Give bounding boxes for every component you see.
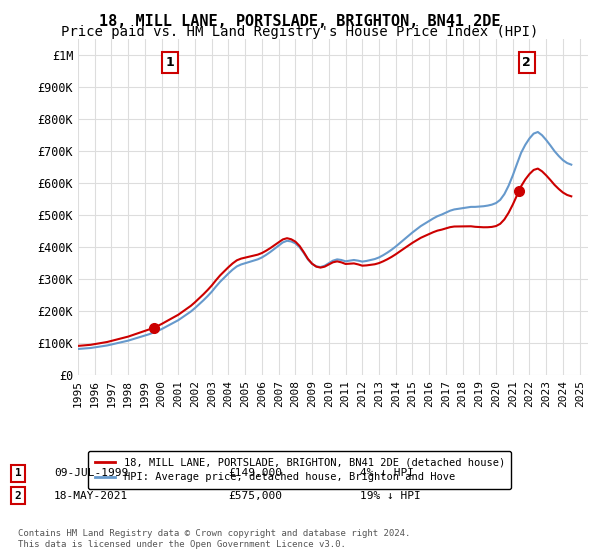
Text: Contains HM Land Registry data © Crown copyright and database right 2024.
This d: Contains HM Land Registry data © Crown c… <box>18 529 410 549</box>
Text: 1: 1 <box>14 468 22 478</box>
Text: Price paid vs. HM Land Registry's House Price Index (HPI): Price paid vs. HM Land Registry's House … <box>61 25 539 39</box>
Text: 1: 1 <box>166 56 174 69</box>
Text: 18-MAY-2021: 18-MAY-2021 <box>54 491 128 501</box>
Text: 18, MILL LANE, PORTSLADE, BRIGHTON, BN41 2DE: 18, MILL LANE, PORTSLADE, BRIGHTON, BN41… <box>99 14 501 29</box>
Text: £149,000: £149,000 <box>228 468 282 478</box>
Text: 4% ↓ HPI: 4% ↓ HPI <box>360 468 414 478</box>
Text: 2: 2 <box>14 491 22 501</box>
Text: 19% ↓ HPI: 19% ↓ HPI <box>360 491 421 501</box>
Text: £575,000: £575,000 <box>228 491 282 501</box>
Text: 2: 2 <box>523 56 531 69</box>
Legend: 18, MILL LANE, PORTSLADE, BRIGHTON, BN41 2DE (detached house), HPI: Average pric: 18, MILL LANE, PORTSLADE, BRIGHTON, BN41… <box>88 451 511 489</box>
Text: 09-JUL-1999: 09-JUL-1999 <box>54 468 128 478</box>
